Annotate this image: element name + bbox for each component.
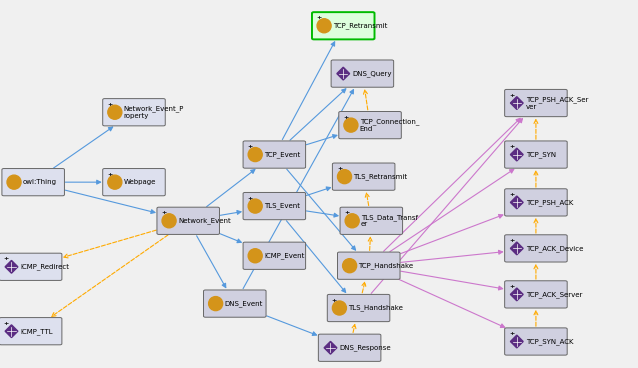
Text: TLS_Data_Transf
er: TLS_Data_Transf er — [361, 214, 418, 227]
FancyBboxPatch shape — [0, 318, 62, 345]
Text: +: + — [345, 210, 350, 216]
Text: +: + — [343, 115, 348, 120]
Polygon shape — [324, 342, 337, 354]
Text: TCP_ACK_Device: TCP_ACK_Device — [526, 245, 583, 252]
Polygon shape — [510, 196, 523, 209]
Text: DNS_Query: DNS_Query — [352, 70, 392, 77]
FancyBboxPatch shape — [327, 294, 390, 322]
Ellipse shape — [108, 175, 122, 189]
Text: DNS_Event: DNS_Event — [225, 300, 263, 307]
Ellipse shape — [162, 214, 176, 228]
Text: TCP_PSH_ACK: TCP_PSH_ACK — [526, 199, 573, 206]
FancyBboxPatch shape — [157, 207, 219, 234]
FancyBboxPatch shape — [339, 112, 401, 139]
Ellipse shape — [209, 297, 223, 311]
Polygon shape — [510, 335, 523, 348]
FancyBboxPatch shape — [243, 242, 306, 269]
Ellipse shape — [338, 170, 352, 184]
FancyBboxPatch shape — [505, 89, 567, 117]
Text: TCP_PSH_ACK_Ser
ver: TCP_PSH_ACK_Ser ver — [526, 96, 588, 110]
Text: +: + — [509, 192, 514, 197]
FancyBboxPatch shape — [332, 163, 395, 190]
Ellipse shape — [345, 214, 359, 228]
Text: +: + — [107, 102, 112, 107]
FancyBboxPatch shape — [243, 141, 306, 168]
Text: +: + — [509, 284, 514, 289]
FancyBboxPatch shape — [338, 252, 400, 279]
Text: +: + — [4, 256, 9, 262]
Text: +: + — [107, 172, 112, 177]
Text: TLS_Retransmit: TLS_Retransmit — [353, 173, 408, 180]
FancyBboxPatch shape — [505, 235, 567, 262]
Text: TCP_Connection_
End: TCP_Connection_ End — [360, 118, 419, 132]
Ellipse shape — [7, 175, 21, 189]
Ellipse shape — [344, 118, 358, 132]
Text: +: + — [316, 15, 322, 21]
FancyBboxPatch shape — [331, 60, 394, 87]
Text: +: + — [509, 144, 514, 149]
Text: +: + — [4, 321, 9, 326]
Text: Webpage: Webpage — [124, 179, 156, 185]
Text: +: + — [509, 238, 514, 243]
Polygon shape — [510, 97, 523, 109]
FancyBboxPatch shape — [505, 328, 567, 355]
Text: TCP_SYN: TCP_SYN — [526, 151, 556, 158]
Ellipse shape — [108, 105, 122, 119]
Text: +: + — [509, 93, 514, 98]
Ellipse shape — [248, 148, 262, 162]
Text: TCP_ACK_Server: TCP_ACK_Server — [526, 291, 582, 298]
Text: Network_Event: Network_Event — [178, 217, 231, 224]
FancyBboxPatch shape — [0, 253, 62, 280]
FancyBboxPatch shape — [243, 192, 306, 220]
Polygon shape — [5, 261, 18, 273]
Text: TCP_Retransmit: TCP_Retransmit — [333, 22, 387, 29]
FancyBboxPatch shape — [505, 189, 567, 216]
Polygon shape — [5, 325, 18, 337]
Text: +: + — [332, 298, 337, 303]
Ellipse shape — [248, 249, 262, 263]
FancyBboxPatch shape — [204, 290, 266, 317]
Text: +: + — [509, 331, 514, 336]
Text: TLS_Handshake: TLS_Handshake — [348, 305, 403, 311]
FancyBboxPatch shape — [318, 334, 381, 361]
Polygon shape — [510, 288, 523, 301]
Text: TLS_Event: TLS_Event — [264, 203, 300, 209]
FancyBboxPatch shape — [505, 141, 567, 168]
FancyBboxPatch shape — [312, 12, 375, 39]
FancyBboxPatch shape — [103, 169, 165, 196]
Ellipse shape — [332, 301, 346, 315]
Text: +: + — [161, 210, 167, 216]
Text: +: + — [337, 166, 342, 171]
Text: TCP_Handshake: TCP_Handshake — [359, 262, 413, 269]
Text: +: + — [248, 144, 253, 149]
FancyBboxPatch shape — [2, 169, 64, 196]
Text: ICMP_Redirect: ICMP_Redirect — [20, 263, 70, 270]
Text: ICMP_Event: ICMP_Event — [264, 252, 304, 259]
FancyBboxPatch shape — [340, 207, 403, 234]
Text: ICMP_TTL: ICMP_TTL — [20, 328, 53, 335]
Ellipse shape — [343, 259, 357, 273]
Text: DNS_Response: DNS_Response — [339, 344, 391, 351]
Text: +: + — [248, 196, 253, 201]
Text: Network_Event_P
roperty: Network_Event_P roperty — [124, 106, 184, 119]
FancyBboxPatch shape — [103, 99, 165, 126]
FancyBboxPatch shape — [505, 281, 567, 308]
Text: TCP_SYN_ACK: TCP_SYN_ACK — [526, 338, 573, 345]
Text: TCP_Event: TCP_Event — [264, 151, 300, 158]
Polygon shape — [510, 242, 523, 255]
Text: owl:Thing: owl:Thing — [23, 179, 57, 185]
Ellipse shape — [317, 19, 331, 33]
Polygon shape — [510, 148, 523, 161]
Ellipse shape — [248, 199, 262, 213]
Polygon shape — [337, 67, 350, 80]
